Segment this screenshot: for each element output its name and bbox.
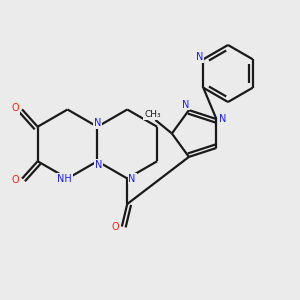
Text: NH: NH: [57, 173, 72, 184]
Text: O: O: [12, 103, 19, 113]
Text: N: N: [196, 52, 203, 62]
Text: N: N: [95, 160, 103, 170]
Text: N: N: [219, 114, 226, 124]
Text: N: N: [182, 100, 190, 110]
Text: O: O: [111, 221, 119, 232]
Text: O: O: [12, 175, 19, 185]
Text: N: N: [128, 173, 136, 184]
Text: CH₃: CH₃: [144, 110, 161, 119]
Text: N: N: [94, 118, 101, 128]
